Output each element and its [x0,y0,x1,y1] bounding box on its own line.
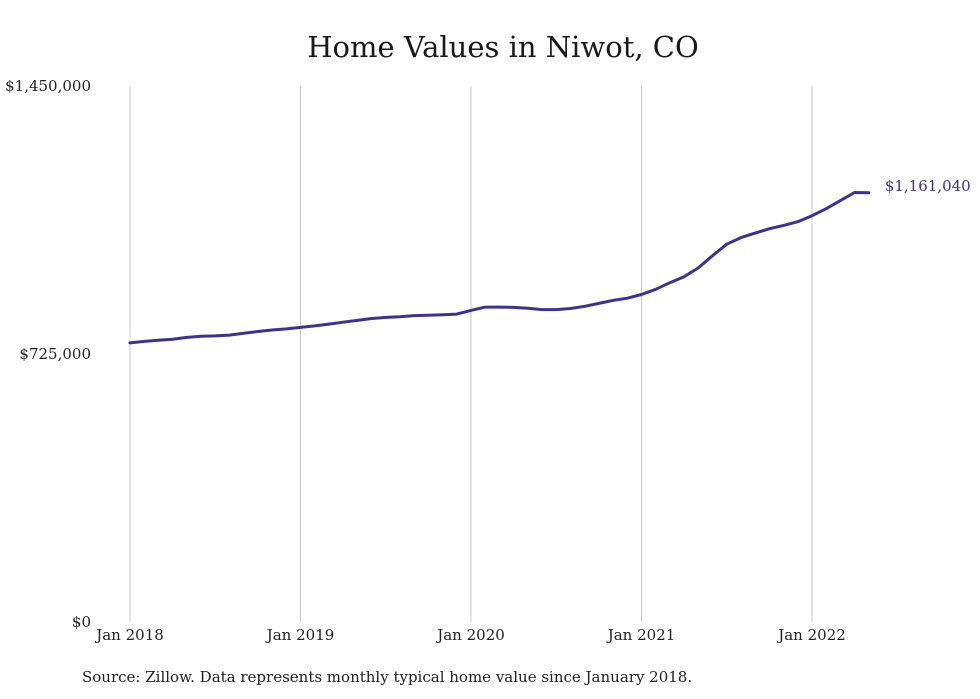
chart-title: Home Values in Niwot, CO [307,30,699,64]
y-axis-labels: $0 $725,000 $1,450,000 [5,77,91,631]
gridlines [129,86,813,622]
end-value-label: $1,161,040 [885,177,971,195]
y-tick-label: $0 [72,613,91,631]
series-group: $1,161,040 [128,177,971,345]
x-tick-label: Jan 2020 [435,626,505,644]
series-line [128,191,871,345]
x-tick-label: Jan 2019 [265,626,335,644]
x-tick-label: Jan 2018 [94,626,164,644]
y-tick-label: $725,000 [19,345,91,363]
y-tick-label: $1,450,000 [5,77,91,95]
x-axis-labels: Jan 2018 Jan 2019 Jan 2020 Jan 2021 Jan 2022 [94,626,846,644]
source-note: Source: Zillow. Data represents monthly … [82,668,693,686]
x-tick-label: Jan 2021 [606,626,676,644]
x-tick-label: Jan 2022 [776,626,846,644]
